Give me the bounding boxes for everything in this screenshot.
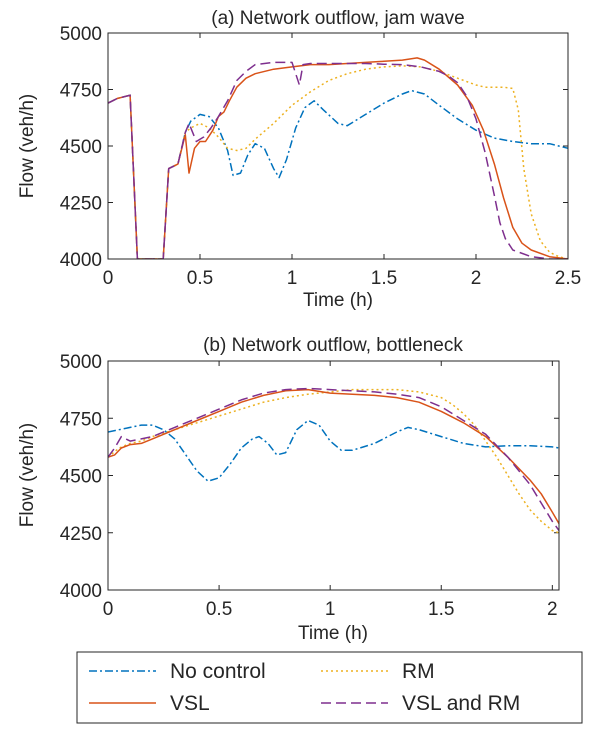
y-tick-label: 4000 (60, 250, 102, 271)
chart-title: (a) Network outflow, jam wave (211, 8, 464, 29)
series-lines (108, 387, 559, 534)
y-axis-label: Flow (veh/h) (17, 94, 38, 199)
x-axis-label: Time (h) (298, 623, 368, 644)
legend: No control RM VSL VSL and RM (76, 651, 583, 724)
y-tick-label: 4750 (60, 81, 102, 102)
y-tick-label: 5000 (60, 24, 102, 45)
plot-frame (107, 32, 569, 260)
y-tick-label: 4500 (60, 137, 102, 158)
series-line-vsl-and-rm (108, 387, 559, 531)
x-tick-label: 0 (103, 268, 114, 289)
series-line-rm (108, 65, 568, 259)
series-line-no-control (108, 89, 568, 259)
x-axis-label: Time (h) (303, 290, 373, 311)
series-lines (108, 57, 568, 259)
legend-label-rm: RM (402, 660, 435, 683)
y-tick-labels: 4000 4250 4500 4750 5000 (60, 24, 568, 271)
legend-label-vsl-and-rm: VSL and RM (402, 692, 520, 715)
y-tick-labels: 4000 4250 4500 4750 5000 (60, 352, 559, 602)
y-tick-label: 4500 (60, 467, 102, 488)
x-tick-label: 0 (103, 599, 114, 620)
x-tick-label: 2 (547, 599, 558, 620)
x-tick-label: 1.5 (428, 599, 454, 620)
x-tick-label: 1 (325, 599, 336, 620)
x-tick-label: 2 (471, 268, 482, 289)
chart-jam-wave: (a) Network outflow, jam wave Time (h) F… (17, 8, 581, 311)
series-line-rm (108, 388, 559, 534)
legend-label-vsl: VSL (170, 692, 210, 715)
y-axis-label: Flow (veh/h) (17, 423, 38, 528)
x-tick-labels: 0 0.5 1 1.5 2 2.5 (103, 33, 581, 289)
x-tick-label: 1.5 (371, 268, 397, 289)
x-tick-labels: 0 0.5 1 1.5 2 (103, 361, 558, 620)
series-line-vsl (108, 57, 568, 259)
series-line-vsl-and-rm (108, 61, 568, 259)
plot-frame (107, 360, 560, 591)
series-line-no-control (108, 419, 559, 482)
x-tick-label: 0.5 (187, 268, 213, 289)
y-tick-label: 4000 (60, 581, 102, 602)
x-tick-label: 1 (287, 268, 298, 289)
y-tick-label: 5000 (60, 352, 102, 373)
y-tick-label: 4250 (60, 524, 102, 545)
x-tick-label: 0.5 (206, 599, 232, 620)
chart-title: (b) Network outflow, bottleneck (203, 335, 463, 356)
legend-label-no-control: No control (170, 660, 266, 683)
y-tick-label: 4750 (60, 409, 102, 430)
legend-box (76, 651, 583, 724)
series-line-vsl (108, 388, 559, 524)
x-tick-label: 2.5 (555, 268, 581, 289)
chart-bottleneck: (b) Network outflow, bottleneck Time (h)… (17, 335, 560, 644)
y-tick-label: 4250 (60, 194, 102, 215)
